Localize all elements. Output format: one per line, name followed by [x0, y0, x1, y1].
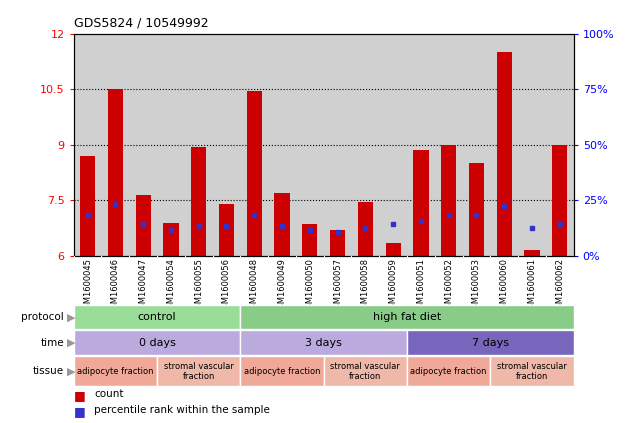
- Text: GSM1600050: GSM1600050: [305, 258, 314, 314]
- Text: adipocyte fraction: adipocyte fraction: [77, 367, 154, 376]
- Text: percentile rank within the sample: percentile rank within the sample: [94, 405, 270, 415]
- Text: stromal vascular
fraction: stromal vascular fraction: [163, 362, 234, 381]
- Text: GSM1600061: GSM1600061: [528, 258, 537, 314]
- Text: GSM1600059: GSM1600059: [388, 258, 397, 314]
- Bar: [108, 89, 123, 256]
- Text: 7 days: 7 days: [472, 338, 509, 348]
- Bar: [407, 356, 490, 387]
- Text: 0 days: 0 days: [138, 338, 176, 348]
- Text: GSM1600053: GSM1600053: [472, 258, 481, 314]
- Text: ▶: ▶: [67, 338, 76, 348]
- Bar: [163, 222, 179, 256]
- Text: ■: ■: [74, 389, 85, 402]
- Bar: [135, 195, 151, 256]
- Bar: [247, 91, 262, 256]
- Bar: [413, 151, 429, 256]
- Bar: [80, 156, 96, 256]
- Text: count: count: [94, 389, 124, 399]
- Text: GSM1600057: GSM1600057: [333, 258, 342, 314]
- Text: GSM1600046: GSM1600046: [111, 258, 120, 314]
- Bar: [191, 147, 206, 256]
- Text: protocol: protocol: [21, 312, 64, 322]
- Bar: [490, 356, 574, 387]
- Bar: [240, 305, 574, 330]
- Text: GSM1600047: GSM1600047: [138, 258, 147, 314]
- Text: GSM1600045: GSM1600045: [83, 258, 92, 314]
- Text: 3 days: 3 days: [305, 338, 342, 348]
- Text: control: control: [138, 312, 176, 322]
- Bar: [407, 330, 574, 355]
- Bar: [358, 202, 373, 256]
- Text: stromal vascular
fraction: stromal vascular fraction: [330, 362, 401, 381]
- Text: GSM1600049: GSM1600049: [278, 258, 287, 314]
- Text: GSM1600054: GSM1600054: [167, 258, 176, 314]
- Text: ▶: ▶: [67, 366, 76, 376]
- Text: high fat diet: high fat diet: [373, 312, 441, 322]
- Bar: [324, 356, 407, 387]
- Bar: [302, 225, 317, 256]
- Bar: [441, 145, 456, 256]
- Bar: [385, 243, 401, 256]
- Text: tissue: tissue: [33, 366, 64, 376]
- Text: GSM1600060: GSM1600060: [500, 258, 509, 314]
- Bar: [74, 356, 157, 387]
- Bar: [157, 356, 240, 387]
- Bar: [524, 250, 540, 256]
- Text: GDS5824 / 10549992: GDS5824 / 10549992: [74, 16, 208, 30]
- Text: adipocyte fraction: adipocyte fraction: [244, 367, 320, 376]
- Text: GSM1600051: GSM1600051: [417, 258, 426, 314]
- Text: stromal vascular
fraction: stromal vascular fraction: [497, 362, 567, 381]
- Text: GSM1600062: GSM1600062: [555, 258, 564, 314]
- Text: ■: ■: [74, 405, 85, 418]
- Bar: [240, 330, 407, 355]
- Bar: [240, 356, 324, 387]
- Bar: [330, 230, 345, 256]
- Text: GSM1600056: GSM1600056: [222, 258, 231, 314]
- Bar: [74, 330, 240, 355]
- Text: GSM1600058: GSM1600058: [361, 258, 370, 314]
- Text: adipocyte fraction: adipocyte fraction: [410, 367, 487, 376]
- Bar: [497, 52, 512, 256]
- Bar: [274, 193, 290, 256]
- Text: GSM1600048: GSM1600048: [250, 258, 259, 314]
- Text: GSM1600052: GSM1600052: [444, 258, 453, 314]
- Text: ▶: ▶: [67, 312, 76, 322]
- Bar: [74, 305, 240, 330]
- Text: time: time: [40, 338, 64, 348]
- Bar: [219, 204, 234, 256]
- Bar: [552, 145, 567, 256]
- Bar: [469, 163, 484, 256]
- Text: GSM1600055: GSM1600055: [194, 258, 203, 314]
